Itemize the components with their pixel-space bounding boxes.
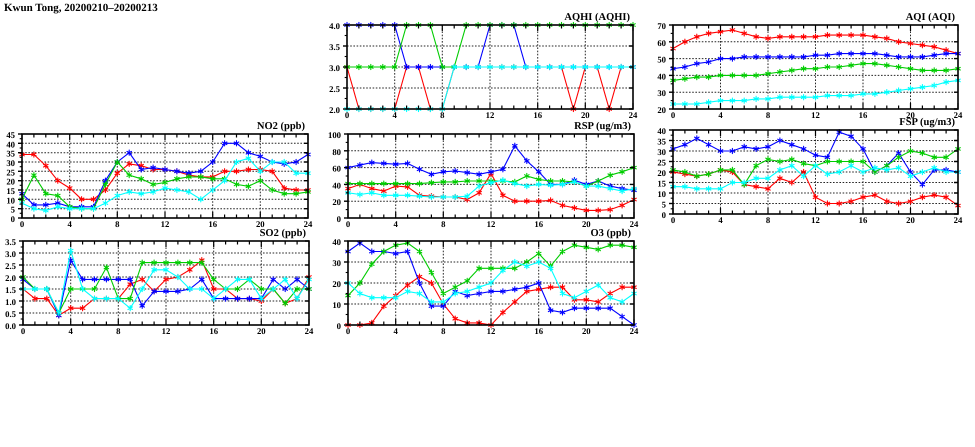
svg-text:SO2 (ppb): SO2 (ppb)	[260, 228, 307, 239]
svg-text:3.5: 3.5	[5, 237, 17, 247]
svg-text:35: 35	[6, 149, 15, 159]
svg-text:4: 4	[69, 326, 74, 336]
svg-text:24: 24	[954, 215, 963, 225]
svg-text:60: 60	[657, 38, 666, 48]
svg-text:4: 4	[394, 326, 399, 336]
svg-text:12: 12	[811, 215, 820, 225]
svg-text:25: 25	[6, 167, 15, 177]
svg-text:30: 30	[657, 88, 666, 98]
svg-text:30: 30	[6, 158, 15, 168]
svg-text:70: 70	[657, 21, 666, 31]
svg-text:30: 30	[657, 147, 666, 157]
svg-text:20: 20	[332, 197, 341, 207]
svg-text:15: 15	[657, 179, 666, 189]
svg-text:4: 4	[718, 215, 723, 225]
svg-text:25: 25	[657, 158, 666, 168]
svg-text:100: 100	[328, 130, 342, 140]
svg-text:8: 8	[441, 326, 446, 336]
svg-text:40: 40	[657, 126, 666, 136]
svg-text:40: 40	[332, 180, 341, 190]
svg-text:30: 30	[332, 258, 341, 268]
svg-text:16: 16	[209, 326, 218, 336]
svg-text:80: 80	[332, 147, 341, 157]
svg-text:10: 10	[6, 195, 15, 205]
svg-text:20: 20	[257, 326, 266, 336]
svg-text:O3 (ppb): O3 (ppb)	[590, 228, 631, 239]
svg-text:5: 5	[11, 205, 16, 215]
svg-text:NO2 (ppb): NO2 (ppb)	[257, 121, 306, 132]
svg-text:16: 16	[859, 215, 868, 225]
svg-text:FSP (ug/m3): FSP (ug/m3)	[899, 117, 955, 128]
svg-text:0: 0	[671, 215, 676, 225]
svg-text:1.5: 1.5	[5, 285, 17, 295]
svg-text:RSP (ug/m3): RSP (ug/m3)	[574, 121, 631, 132]
svg-text:8: 8	[766, 215, 771, 225]
svg-text:8: 8	[116, 326, 121, 336]
svg-text:4.0: 4.0	[329, 21, 341, 31]
svg-text:60: 60	[332, 164, 341, 174]
svg-text:20: 20	[582, 326, 591, 336]
svg-text:0: 0	[346, 326, 351, 336]
svg-text:10: 10	[332, 300, 341, 310]
svg-text:12: 12	[487, 326, 496, 336]
svg-text:24: 24	[305, 326, 314, 336]
svg-text:24: 24	[630, 326, 639, 336]
svg-text:40: 40	[332, 237, 341, 247]
svg-text:20: 20	[906, 215, 915, 225]
svg-text:20: 20	[6, 177, 15, 187]
svg-text:50: 50	[657, 55, 666, 65]
svg-text:16: 16	[534, 326, 543, 336]
svg-text:0: 0	[337, 321, 342, 331]
svg-text:3.5: 3.5	[329, 42, 341, 52]
svg-text:35: 35	[657, 137, 666, 147]
svg-text:2.0: 2.0	[5, 273, 17, 283]
svg-text:10: 10	[657, 189, 666, 199]
svg-text:0.0: 0.0	[5, 321, 17, 331]
svg-text:AQI (AQI): AQI (AQI)	[906, 12, 956, 23]
svg-text:0: 0	[21, 326, 26, 336]
svg-text:15: 15	[6, 186, 15, 196]
svg-text:3.0: 3.0	[329, 63, 341, 73]
svg-text:0: 0	[662, 210, 667, 220]
svg-text:45: 45	[6, 130, 15, 140]
svg-text:40: 40	[657, 71, 666, 81]
svg-text:5: 5	[662, 200, 667, 210]
svg-text:1.0: 1.0	[5, 297, 17, 307]
svg-text:40: 40	[6, 139, 15, 149]
svg-text:20: 20	[332, 279, 341, 289]
svg-text:3.0: 3.0	[5, 249, 17, 259]
svg-text:2.5: 2.5	[329, 84, 341, 94]
svg-text:AQHI (AQHI): AQHI (AQHI)	[564, 12, 630, 23]
svg-text:0.5: 0.5	[5, 309, 17, 319]
svg-text:12: 12	[162, 326, 171, 336]
svg-text:20: 20	[657, 168, 666, 178]
svg-text:2.5: 2.5	[5, 261, 17, 271]
